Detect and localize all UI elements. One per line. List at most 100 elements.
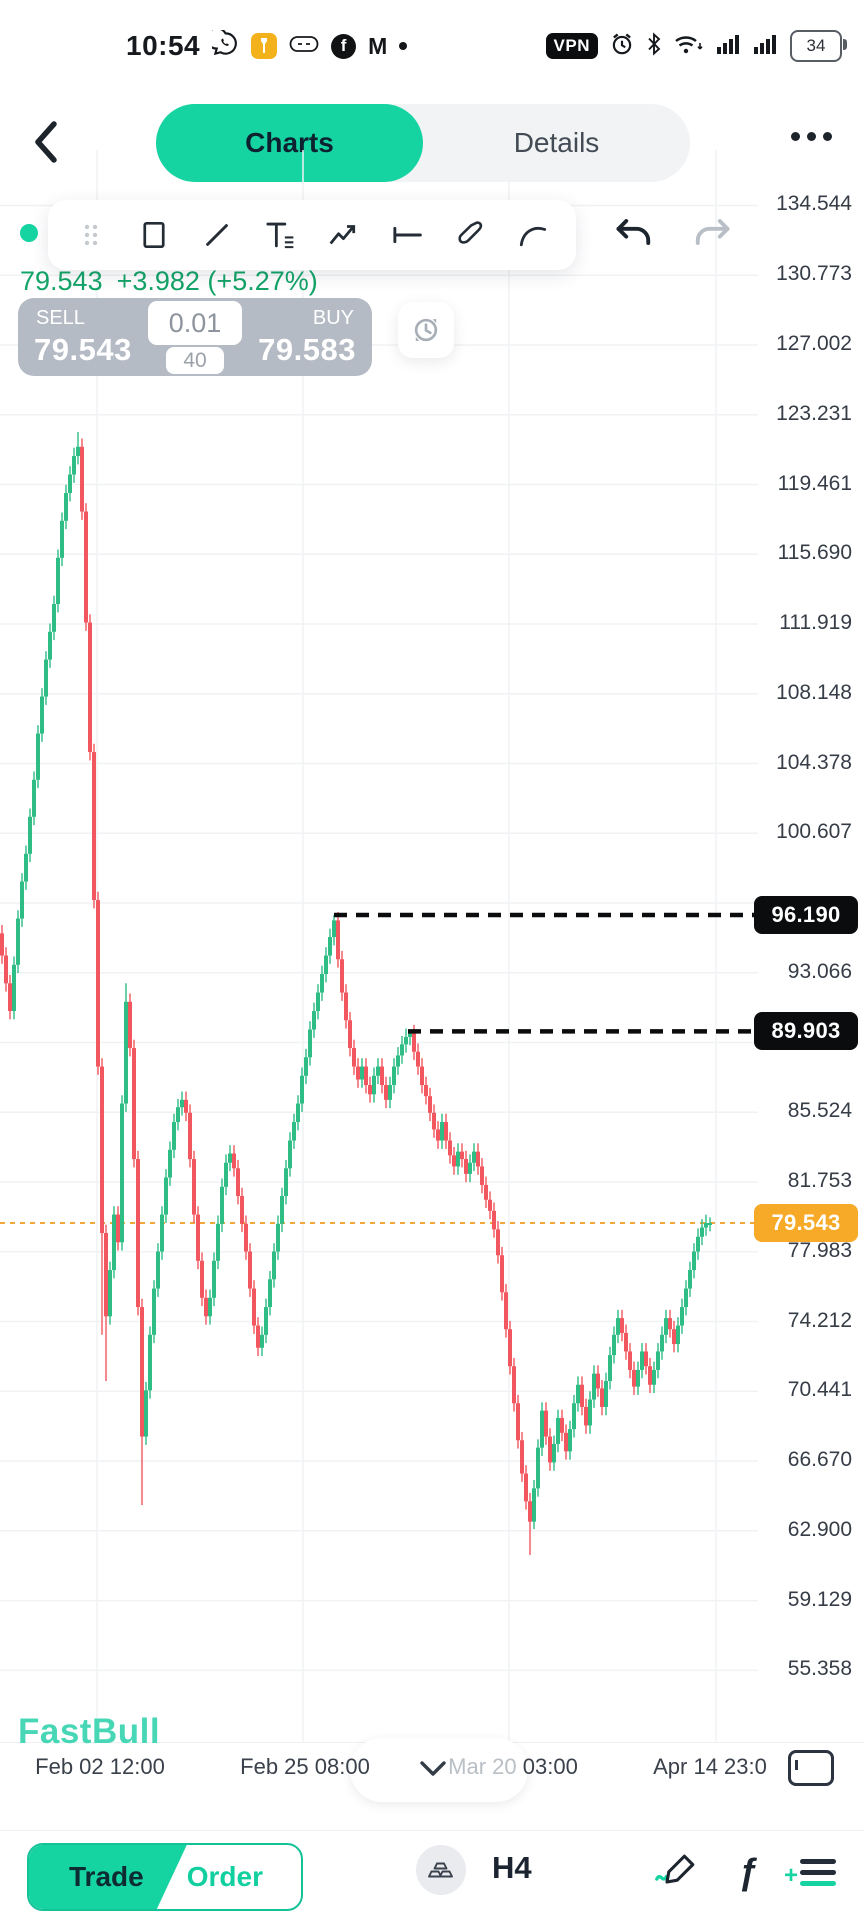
quote-line: 79.543 +3.982 (+5.27%) xyxy=(20,266,318,297)
redo-button[interactable] xyxy=(690,212,734,256)
trade-button[interactable]: Trade xyxy=(69,1861,144,1892)
candle-body xyxy=(4,955,8,984)
candle-body xyxy=(540,1410,544,1448)
volume-input[interactable]: 0.01 xyxy=(148,301,242,345)
candle-body xyxy=(668,1318,672,1330)
candle-body xyxy=(480,1166,484,1185)
trendline-tool-icon[interactable] xyxy=(197,215,237,255)
collapse-panel-button[interactable] xyxy=(350,1738,528,1802)
back-button[interactable] xyxy=(24,116,68,168)
candle-body xyxy=(208,1297,212,1317)
candle-body xyxy=(404,1036,408,1045)
indicators-button[interactable]: ƒ + xyxy=(738,1851,798,1892)
sell-button[interactable]: 79.543 xyxy=(34,332,132,367)
trade-order-toggle: Trade Order xyxy=(27,1843,303,1911)
candle-body xyxy=(648,1366,652,1385)
candle-body xyxy=(672,1329,676,1345)
brand-watermark: FastBull xyxy=(18,1712,161,1751)
candle-body xyxy=(188,1112,192,1160)
landscape-rotate-icon[interactable] xyxy=(788,1750,834,1786)
price-axis-label: 115.690 xyxy=(777,541,852,565)
drawing-active-dot xyxy=(20,224,38,242)
candle-body xyxy=(92,752,96,901)
candle-body xyxy=(536,1447,540,1489)
draw-tools-button[interactable] xyxy=(652,1850,698,1896)
tab-details[interactable]: Details xyxy=(513,127,600,158)
text-tool-icon[interactable] xyxy=(260,215,300,255)
candle-body xyxy=(616,1318,620,1335)
candle-body xyxy=(660,1334,664,1352)
price-axis-label: 62.900 xyxy=(787,1517,852,1541)
price-axis-label: 111.919 xyxy=(779,611,852,635)
candle-body xyxy=(656,1351,660,1370)
undo-button[interactable] xyxy=(612,212,656,256)
tab-charts[interactable]: Charts xyxy=(156,104,423,182)
candle-body xyxy=(420,1066,424,1086)
rectangle-tool-icon[interactable] xyxy=(134,215,174,255)
candle-body xyxy=(220,1186,224,1224)
candle-body xyxy=(448,1140,452,1156)
menu-button[interactable] xyxy=(800,1853,846,1899)
status-bar: 10:54 f M VPN 34 xyxy=(0,0,864,76)
alarm-icon xyxy=(609,31,635,62)
candle-body xyxy=(568,1429,572,1452)
order-history-button[interactable] xyxy=(398,302,454,358)
candle-body xyxy=(152,1288,156,1335)
polyline-tool-icon[interactable] xyxy=(324,215,364,255)
candle-body xyxy=(180,1099,184,1108)
candle-body xyxy=(364,1066,368,1086)
candle-body xyxy=(176,1107,180,1123)
candle-body xyxy=(520,1440,524,1474)
price-axis-label: 119.461 xyxy=(777,471,852,495)
candle-body xyxy=(704,1223,708,1228)
candle-body xyxy=(60,520,64,558)
candle-body xyxy=(248,1251,252,1289)
candle-body xyxy=(48,631,52,660)
candle-body xyxy=(324,955,328,975)
candle-body xyxy=(580,1384,584,1407)
date-axis-label: Mar 20 03:00 xyxy=(448,1754,578,1779)
candle-body xyxy=(476,1151,480,1167)
candle-body xyxy=(268,1279,272,1308)
price-axis-label: 81.753 xyxy=(787,1169,852,1193)
clock-time: 10:54 xyxy=(126,30,201,61)
price-badge: 96.190 xyxy=(754,896,858,935)
candle-body xyxy=(348,1020,352,1049)
candle-body xyxy=(624,1332,628,1352)
more-menu-button[interactable] xyxy=(791,132,832,141)
date-axis-label: Apr 14 23:0 xyxy=(653,1754,767,1779)
horizontal-ray-tool-icon[interactable] xyxy=(387,215,427,255)
candle-body xyxy=(280,1196,284,1224)
candle-body xyxy=(688,1270,692,1289)
candle-body xyxy=(440,1122,444,1141)
candle-body xyxy=(684,1288,688,1308)
candle-body xyxy=(88,622,92,753)
candle-body xyxy=(500,1255,504,1293)
candle-body xyxy=(456,1151,460,1167)
facebook-icon: f xyxy=(331,33,357,59)
candle-body xyxy=(24,853,28,882)
candle-body xyxy=(380,1066,384,1086)
arc-tool-icon[interactable] xyxy=(513,215,553,255)
price-axis-label: 55.358 xyxy=(787,1657,852,1681)
price-axis-label: 123.231 xyxy=(776,401,852,425)
order-button[interactable]: Order xyxy=(186,1861,263,1892)
candlestick-chart[interactable] xyxy=(0,0,864,1742)
signal-bars-sim2-icon xyxy=(753,31,779,62)
timeframe-selector[interactable]: H4 xyxy=(492,1850,532,1885)
buy-button[interactable]: 79.583 xyxy=(258,332,356,367)
candle-body xyxy=(308,1029,312,1058)
price-axis-label: 74.212 xyxy=(787,1308,852,1332)
candle-body xyxy=(560,1418,564,1433)
drag-handle-icon[interactable] xyxy=(71,215,111,255)
instrument-icon-button[interactable] xyxy=(416,1845,466,1895)
candle-body xyxy=(84,511,88,623)
candle-body xyxy=(388,1085,392,1100)
last-price: 79.543 xyxy=(20,266,103,296)
candle-body xyxy=(40,696,44,734)
candle-body xyxy=(548,1436,552,1463)
candle-body xyxy=(284,1168,288,1197)
candle-body xyxy=(408,1033,412,1037)
vpn-badge: VPN xyxy=(545,33,598,59)
brush-tool-icon[interactable] xyxy=(450,215,490,255)
